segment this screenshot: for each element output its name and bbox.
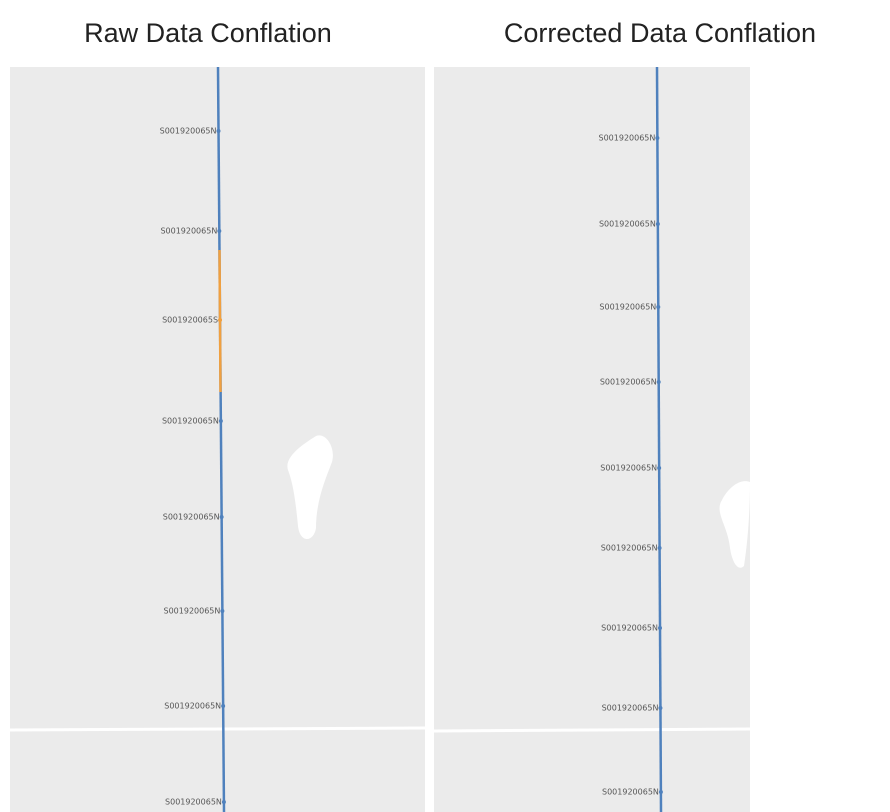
node: [656, 380, 661, 384]
route-line: [655, 66, 663, 812]
node: [220, 609, 225, 613]
node: [658, 626, 663, 630]
node: [658, 790, 663, 794]
node-label: S001920065N: [160, 227, 217, 236]
node-label: S001920065N: [599, 220, 656, 229]
node-label: S001920065N: [601, 544, 658, 553]
water-body: [287, 435, 333, 539]
node-label: S001920065N: [599, 134, 656, 143]
node-label: S001920065N: [600, 378, 657, 387]
node-label: S001920065N: [162, 417, 219, 426]
node: [655, 222, 660, 226]
panel-title: Corrected Data Conflation: [504, 18, 816, 48]
node: [218, 318, 223, 322]
node-label: S001920065N: [602, 704, 659, 713]
node-label: S001920065N: [165, 798, 222, 807]
node: [218, 419, 223, 423]
node-label: S001920065N: [163, 513, 220, 522]
node-label: S001920065N: [160, 127, 217, 136]
node: [216, 129, 221, 133]
node-label: S001920065N: [600, 464, 657, 473]
node: [655, 136, 660, 140]
water-body: [719, 481, 750, 568]
node: [657, 466, 662, 470]
node-label: S001920065N: [599, 303, 656, 312]
node: [219, 515, 224, 519]
route-line: [216, 66, 226, 812]
node: [657, 546, 662, 550]
map-panel: [434, 67, 750, 812]
node-label: S001920065S: [162, 316, 218, 325]
map-panel: [10, 67, 425, 812]
panel-title: Raw Data Conflation: [84, 18, 332, 48]
road: [433, 727, 751, 733]
node-label: S001920065N: [164, 607, 221, 616]
node: [217, 229, 222, 233]
node-label: S001920065N: [601, 624, 658, 633]
node-label: S001920065N: [164, 702, 221, 711]
road: [9, 726, 426, 732]
node-label: S001920065N: [602, 788, 659, 797]
node: [656, 305, 661, 309]
node: [658, 706, 663, 710]
node: [221, 704, 226, 708]
node: [221, 800, 226, 804]
